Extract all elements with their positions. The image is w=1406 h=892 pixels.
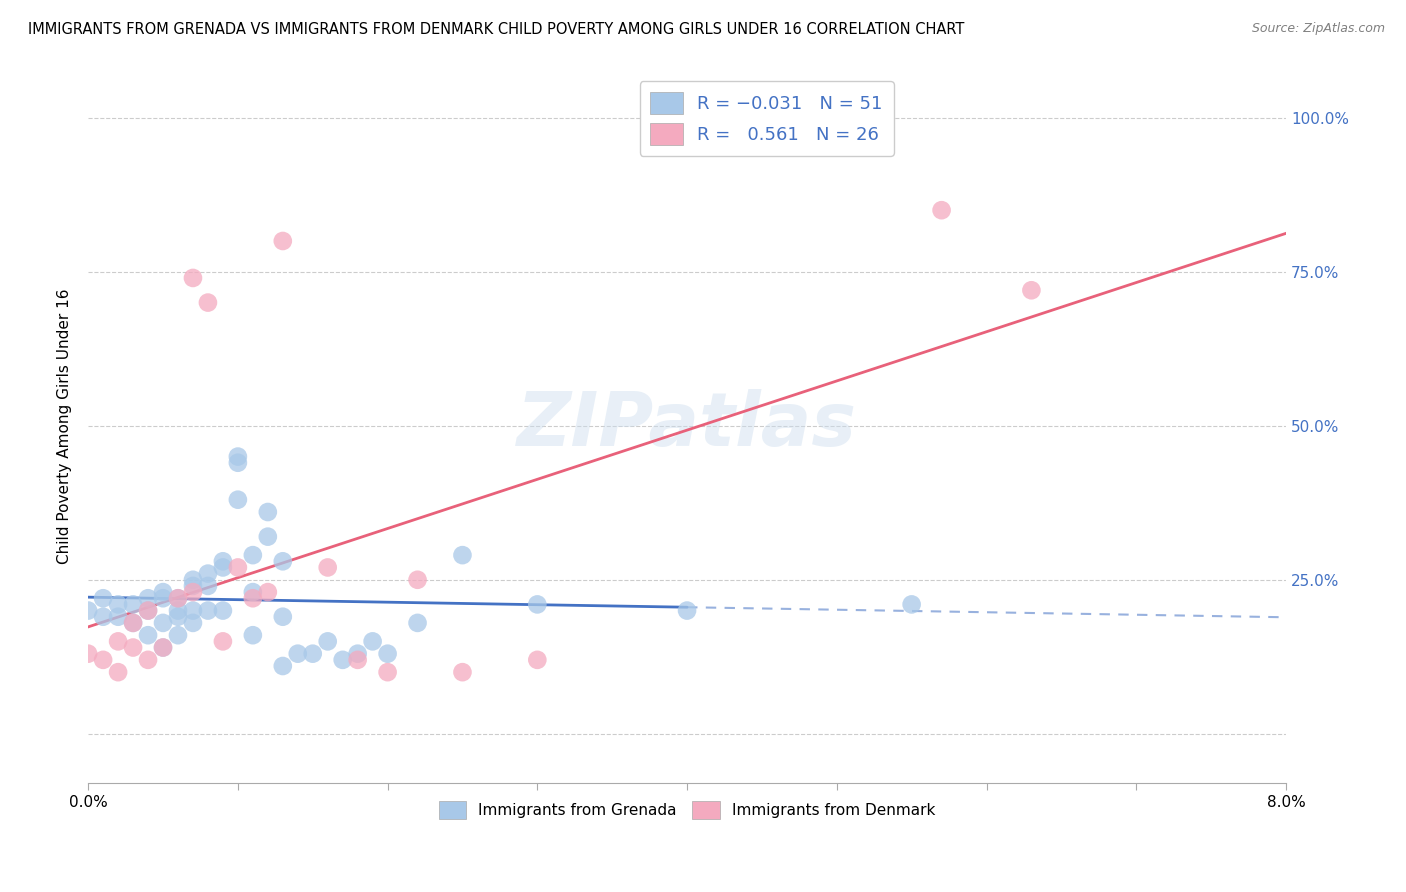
Point xyxy=(332,653,354,667)
Point xyxy=(167,628,190,642)
Point xyxy=(256,530,278,544)
Point xyxy=(346,653,368,667)
Point xyxy=(377,647,399,661)
Point xyxy=(197,579,219,593)
Point xyxy=(197,603,219,617)
Point xyxy=(287,647,309,661)
Point xyxy=(271,554,294,568)
Point xyxy=(152,585,174,599)
Point xyxy=(900,598,922,612)
Y-axis label: Child Poverty Among Girls Under 16: Child Poverty Among Girls Under 16 xyxy=(58,288,72,564)
Point xyxy=(136,603,159,617)
Point xyxy=(77,647,100,661)
Point xyxy=(107,634,129,648)
Point xyxy=(122,598,145,612)
Legend: Immigrants from Grenada, Immigrants from Denmark: Immigrants from Grenada, Immigrants from… xyxy=(433,795,942,825)
Point xyxy=(91,653,114,667)
Point xyxy=(226,560,249,574)
Point xyxy=(107,598,129,612)
Point xyxy=(152,615,174,630)
Point xyxy=(242,591,264,606)
Point xyxy=(256,585,278,599)
Point xyxy=(167,591,190,606)
Point xyxy=(167,603,190,617)
Point xyxy=(451,665,474,680)
Point xyxy=(361,634,384,648)
Point xyxy=(181,579,204,593)
Point xyxy=(212,603,235,617)
Point xyxy=(256,505,278,519)
Point xyxy=(136,591,159,606)
Text: IMMIGRANTS FROM GRENADA VS IMMIGRANTS FROM DENMARK CHILD POVERTY AMONG GIRLS UND: IMMIGRANTS FROM GRENADA VS IMMIGRANTS FR… xyxy=(28,22,965,37)
Point xyxy=(301,647,323,661)
Point xyxy=(107,609,129,624)
Point xyxy=(181,585,204,599)
Point xyxy=(226,456,249,470)
Point xyxy=(122,615,145,630)
Point xyxy=(526,598,548,612)
Point xyxy=(152,591,174,606)
Point xyxy=(77,603,100,617)
Point xyxy=(152,640,174,655)
Point xyxy=(271,234,294,248)
Point xyxy=(107,665,129,680)
Point xyxy=(212,634,235,648)
Point xyxy=(212,560,235,574)
Point xyxy=(1021,283,1043,297)
Text: Source: ZipAtlas.com: Source: ZipAtlas.com xyxy=(1251,22,1385,36)
Point xyxy=(451,548,474,562)
Point xyxy=(242,585,264,599)
Point xyxy=(346,647,368,661)
Point xyxy=(91,591,114,606)
Point xyxy=(167,591,190,606)
Point xyxy=(242,548,264,562)
Point xyxy=(152,640,174,655)
Point xyxy=(181,573,204,587)
Point xyxy=(197,295,219,310)
Point xyxy=(136,628,159,642)
Point xyxy=(122,615,145,630)
Point xyxy=(122,640,145,655)
Point xyxy=(316,560,339,574)
Point xyxy=(271,659,294,673)
Point xyxy=(316,634,339,648)
Point xyxy=(931,203,953,218)
Text: ZIPatlas: ZIPatlas xyxy=(517,389,858,462)
Point xyxy=(377,665,399,680)
Point xyxy=(136,653,159,667)
Point xyxy=(226,450,249,464)
Point xyxy=(197,566,219,581)
Point xyxy=(167,609,190,624)
Point xyxy=(136,603,159,617)
Point xyxy=(91,609,114,624)
Point xyxy=(406,615,429,630)
Point xyxy=(226,492,249,507)
Point xyxy=(406,573,429,587)
Point xyxy=(676,603,699,617)
Point xyxy=(526,653,548,667)
Point xyxy=(212,554,235,568)
Point xyxy=(242,628,264,642)
Point xyxy=(181,271,204,285)
Point xyxy=(181,603,204,617)
Point xyxy=(271,609,294,624)
Point xyxy=(181,615,204,630)
